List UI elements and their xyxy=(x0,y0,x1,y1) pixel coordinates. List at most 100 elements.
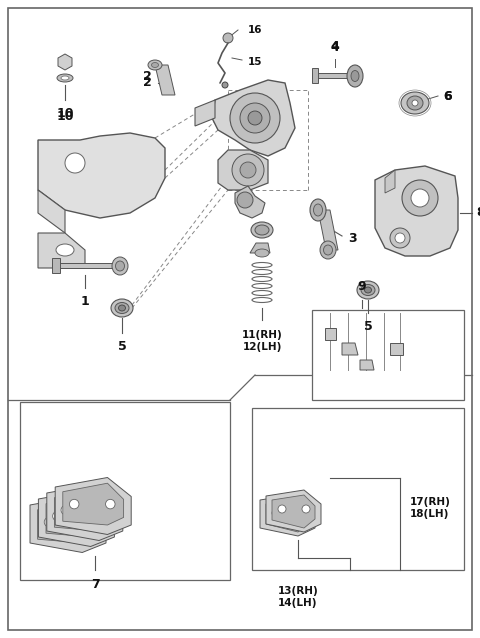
Polygon shape xyxy=(46,495,107,537)
Ellipse shape xyxy=(119,305,125,311)
Text: 1: 1 xyxy=(81,295,89,308)
Circle shape xyxy=(106,500,115,509)
Circle shape xyxy=(296,509,304,517)
Circle shape xyxy=(44,517,54,527)
Text: 4: 4 xyxy=(331,40,339,53)
Ellipse shape xyxy=(112,257,128,275)
Polygon shape xyxy=(312,73,355,78)
Ellipse shape xyxy=(152,63,158,68)
Text: 6: 6 xyxy=(443,89,452,103)
Text: 7: 7 xyxy=(91,578,99,591)
Polygon shape xyxy=(375,166,458,256)
Polygon shape xyxy=(266,490,321,532)
Circle shape xyxy=(230,93,280,143)
Polygon shape xyxy=(312,68,318,83)
Circle shape xyxy=(402,180,438,216)
Text: 4: 4 xyxy=(331,41,339,54)
Circle shape xyxy=(65,153,85,173)
Polygon shape xyxy=(52,263,118,268)
Text: 10: 10 xyxy=(56,107,74,120)
Polygon shape xyxy=(390,343,403,355)
Circle shape xyxy=(278,505,286,513)
Polygon shape xyxy=(38,233,85,268)
Bar xyxy=(20,402,230,580)
Text: 11(RH)
12(LH): 11(RH) 12(LH) xyxy=(241,330,282,352)
Ellipse shape xyxy=(324,245,333,255)
Polygon shape xyxy=(385,170,395,193)
Polygon shape xyxy=(52,258,60,273)
Circle shape xyxy=(272,509,280,517)
Text: 10: 10 xyxy=(56,110,74,123)
Ellipse shape xyxy=(61,76,69,80)
Circle shape xyxy=(390,228,410,248)
Ellipse shape xyxy=(351,71,359,82)
Ellipse shape xyxy=(407,96,423,110)
Text: 5: 5 xyxy=(364,320,372,333)
Circle shape xyxy=(222,82,228,88)
Polygon shape xyxy=(38,133,165,218)
Ellipse shape xyxy=(255,225,269,235)
Polygon shape xyxy=(235,186,265,218)
Polygon shape xyxy=(30,496,106,553)
Polygon shape xyxy=(218,150,268,190)
Polygon shape xyxy=(195,100,215,126)
Ellipse shape xyxy=(357,281,379,299)
Ellipse shape xyxy=(364,287,372,293)
Polygon shape xyxy=(54,489,115,531)
Circle shape xyxy=(248,111,262,125)
Text: 5: 5 xyxy=(118,340,126,353)
Circle shape xyxy=(61,505,71,515)
Polygon shape xyxy=(318,210,338,250)
Polygon shape xyxy=(342,343,358,355)
Ellipse shape xyxy=(347,65,363,87)
Circle shape xyxy=(232,154,264,186)
Circle shape xyxy=(89,511,98,521)
Text: 8: 8 xyxy=(476,207,480,219)
Ellipse shape xyxy=(56,244,74,256)
Ellipse shape xyxy=(116,261,124,271)
Circle shape xyxy=(240,162,256,178)
Circle shape xyxy=(237,192,253,208)
Circle shape xyxy=(395,233,405,243)
Circle shape xyxy=(240,103,270,133)
Circle shape xyxy=(411,189,429,207)
Polygon shape xyxy=(212,80,295,156)
Ellipse shape xyxy=(412,100,418,106)
Text: 2: 2 xyxy=(143,70,152,82)
Polygon shape xyxy=(360,360,374,370)
Polygon shape xyxy=(38,489,114,547)
Ellipse shape xyxy=(255,249,269,257)
Ellipse shape xyxy=(111,299,133,317)
Circle shape xyxy=(97,505,107,515)
Circle shape xyxy=(302,505,310,513)
Circle shape xyxy=(80,517,90,527)
Bar xyxy=(252,408,464,570)
Polygon shape xyxy=(155,65,175,95)
Polygon shape xyxy=(37,501,98,543)
Polygon shape xyxy=(55,477,131,535)
Text: 3: 3 xyxy=(348,232,357,244)
Circle shape xyxy=(223,33,233,43)
Text: 6: 6 xyxy=(443,89,452,103)
Ellipse shape xyxy=(310,199,326,221)
Text: 2: 2 xyxy=(143,77,152,89)
Ellipse shape xyxy=(251,222,273,238)
Polygon shape xyxy=(260,494,315,536)
Polygon shape xyxy=(272,495,315,528)
Ellipse shape xyxy=(320,241,336,259)
Text: 16: 16 xyxy=(248,25,263,35)
Polygon shape xyxy=(325,328,336,340)
Text: 15: 15 xyxy=(248,57,263,67)
Polygon shape xyxy=(266,499,309,532)
Polygon shape xyxy=(47,484,123,540)
Ellipse shape xyxy=(115,302,129,313)
Text: 9: 9 xyxy=(358,280,366,293)
Ellipse shape xyxy=(313,204,323,216)
Circle shape xyxy=(53,511,62,521)
Circle shape xyxy=(70,500,79,509)
Text: 17(RH)
18(LH): 17(RH) 18(LH) xyxy=(410,497,451,519)
Polygon shape xyxy=(250,243,270,253)
Ellipse shape xyxy=(401,92,429,114)
Polygon shape xyxy=(38,190,65,233)
Ellipse shape xyxy=(361,285,375,295)
